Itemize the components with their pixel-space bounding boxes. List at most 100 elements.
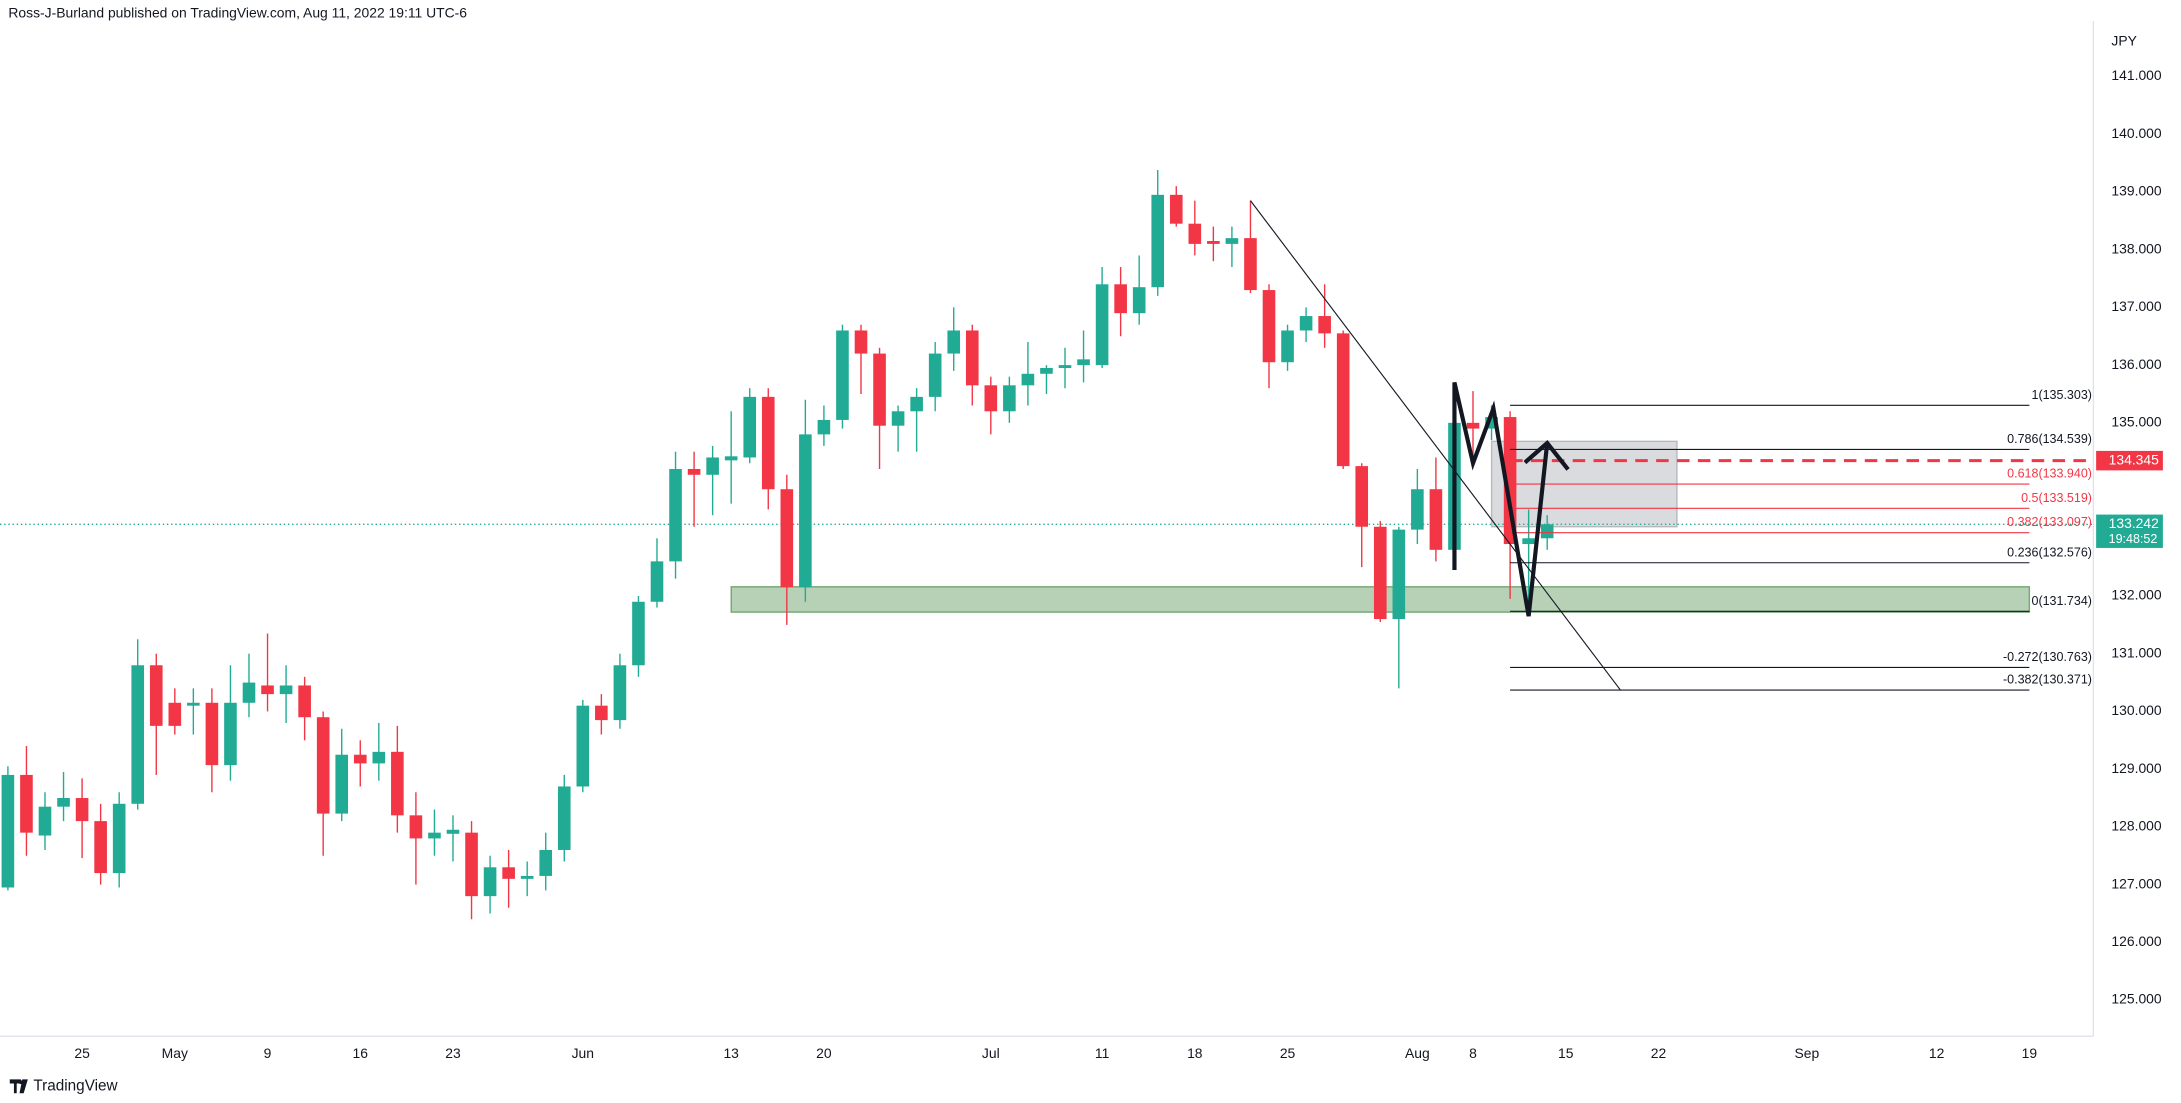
y-tick-label: 125.000 (2111, 991, 2161, 1007)
candle-body (205, 702, 219, 766)
fib-level-label: 0.5(133.519) (2021, 491, 2092, 505)
candle-body (316, 717, 330, 814)
candle-body (1466, 422, 1480, 429)
fib-level-label: 0.236(132.576) (2007, 545, 2092, 559)
candle-body (761, 396, 775, 490)
candle-body (1373, 526, 1387, 620)
candle-body (1132, 287, 1146, 314)
fib-level-label: 1(135.303) (2031, 388, 2091, 402)
candle-body (391, 751, 404, 816)
candle-body (242, 682, 256, 703)
x-tick-label: May (162, 1045, 188, 1061)
arrow-head (1523, 440, 1570, 471)
candle-body (1540, 524, 1554, 539)
x-tick-label: 12 (1929, 1045, 1945, 1061)
y-tick-label: 140.000 (2111, 125, 2161, 141)
trendline (1250, 200, 1621, 691)
x-tick-label: 15 (1558, 1045, 1574, 1061)
y-tick-label: 126.000 (2111, 933, 2161, 949)
x-tick-label: 20 (816, 1045, 832, 1061)
brand-logo (9, 1079, 28, 1094)
y-tick-label: 135.000 (2111, 414, 2161, 430)
candle-body (57, 798, 70, 807)
candle-body (1299, 316, 1313, 331)
brand-name: TradingView (33, 1077, 118, 1094)
candle-body (1095, 284, 1109, 366)
y-tick-label: 130.000 (2111, 702, 2161, 718)
candle-body (465, 832, 478, 897)
x-tick-label: Jun (572, 1045, 594, 1061)
candle-body (112, 803, 126, 874)
candle-body (724, 456, 738, 461)
candle-body (1169, 194, 1183, 224)
candle-body (224, 702, 237, 766)
fib-level-label: 0(131.734) (2031, 594, 2091, 608)
candle-body (706, 457, 719, 475)
candle-body (873, 353, 886, 426)
candle-body (168, 702, 182, 726)
candle-body (1262, 290, 1276, 363)
fib-level-label: -0.382(130.371) (2003, 673, 2092, 687)
candle-body (353, 754, 367, 764)
y-tick-label: 128.000 (2111, 818, 2161, 834)
candle-body (743, 396, 757, 458)
x-tick-label: 11 (1095, 1045, 1110, 1061)
candle-body (94, 821, 107, 874)
x-tick-label: Sep (1794, 1045, 1819, 1061)
candle-body (836, 330, 849, 420)
candle-body (687, 469, 701, 475)
candle-body (1207, 241, 1220, 244)
currency-label: JPY (2111, 32, 2136, 48)
candle-body (1522, 538, 1535, 545)
candle-body (20, 774, 33, 833)
y-tick-label: 139.000 (2111, 183, 2161, 199)
candle-body (928, 353, 942, 397)
candle-body (1503, 417, 1517, 545)
y-tick-label: 138.000 (2111, 240, 2161, 256)
candle-body (1485, 417, 1498, 429)
candle-body (502, 867, 515, 879)
candle-body (650, 561, 664, 602)
candle-body (891, 411, 905, 426)
candle-body (1114, 284, 1127, 314)
candle-body (1336, 333, 1350, 467)
fib-level-label: 0.786(134.539) (2007, 432, 2092, 446)
candle-body (965, 330, 979, 386)
candle-body (483, 867, 497, 897)
candle-body (1392, 529, 1406, 620)
y-tick-label: 137.000 (2111, 298, 2161, 314)
x-tick-label: 9 (264, 1045, 272, 1061)
alert-price-label: 134.345 (2109, 451, 2159, 467)
candle-body (1188, 223, 1202, 244)
bar-countdown: 19:48:52 (2109, 532, 2158, 546)
x-tick-label: 13 (723, 1045, 739, 1061)
candle-body (910, 396, 923, 412)
x-tick-label: 22 (1651, 1045, 1667, 1061)
candle-body (854, 330, 868, 354)
candle-body (539, 849, 553, 876)
candle-body (1244, 238, 1257, 291)
y-tick-label: 136.000 (2111, 356, 2161, 372)
candle-body (1021, 373, 1035, 386)
x-tick-label: 25 (74, 1045, 90, 1061)
x-tick-label: Aug (1405, 1045, 1430, 1061)
candle-body (1355, 466, 1369, 527)
y-tick-label: 131.000 (2111, 644, 2161, 660)
candle-body (1, 774, 15, 888)
x-tick-label: 18 (1187, 1045, 1203, 1061)
x-tick-label: 8 (1469, 1045, 1477, 1061)
candle-body (261, 685, 274, 695)
x-tick-label: 16 (353, 1045, 369, 1061)
candle-body (298, 685, 311, 718)
candle-body (75, 798, 89, 822)
fib-level-label: 0.382(133.097) (2007, 515, 2092, 529)
zigzag-drawing (1452, 381, 1550, 617)
candle-body (409, 815, 423, 839)
x-tick-label: Jul (982, 1045, 1000, 1061)
last-price-label: 133.242 (2109, 515, 2159, 531)
candle-body (799, 434, 812, 588)
candle-body (1318, 316, 1331, 334)
candle-body (1040, 367, 1053, 374)
